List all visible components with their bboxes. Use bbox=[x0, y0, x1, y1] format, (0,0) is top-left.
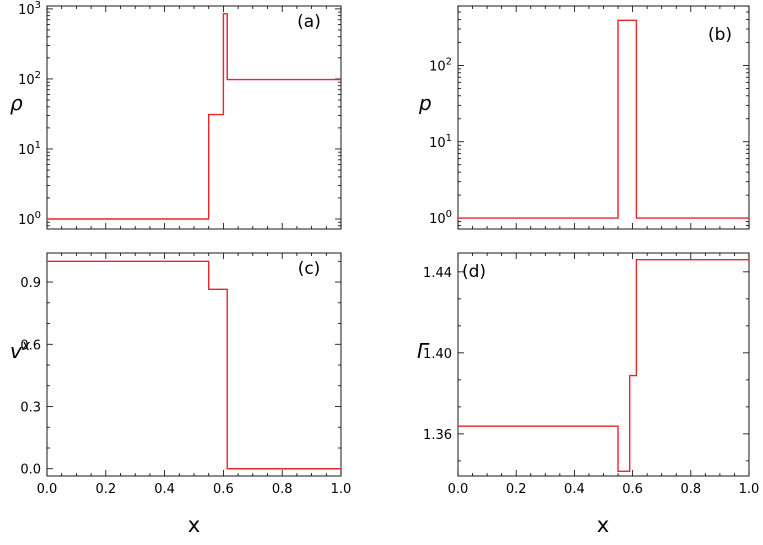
series-line bbox=[47, 260, 341, 470]
x-axis-label: x bbox=[597, 513, 609, 537]
x-tick-label: 0.6 bbox=[213, 482, 234, 497]
y-axis-label: ρ bbox=[10, 91, 23, 115]
x-tick-label: 0.2 bbox=[95, 482, 116, 497]
panel-label: (a) bbox=[297, 12, 321, 32]
y-tick-label: 100 bbox=[18, 210, 41, 228]
y-axis-label: p bbox=[418, 91, 432, 115]
y-tick-label: 1.36 bbox=[423, 428, 452, 443]
axes-frame bbox=[46, 5, 342, 230]
panel-a: 100 101 102 103 (a) ρ bbox=[10, 0, 342, 230]
y-tick-label: 102 bbox=[429, 56, 452, 74]
x-tick-label: 1.0 bbox=[739, 482, 760, 497]
axes-frame bbox=[46, 252, 342, 477]
panel-label: (d) bbox=[462, 262, 486, 282]
panel-c: 0.0 0.2 0.4 0.6 0.8 1.0 0.0 0.3 0.6 0.9 (c) vx x bbox=[10, 252, 352, 537]
y-tick-label: 1.44 bbox=[423, 266, 452, 281]
x-tick-label: 0.8 bbox=[680, 482, 701, 497]
x-tick-label: 1.0 bbox=[331, 482, 352, 497]
panel-d: 0.0 0.2 0.4 0.6 0.8 1.0 1.36 1.40 1.44 (d) Γx bbox=[417, 252, 760, 537]
panel-b: 100 101 102 (b) p bbox=[418, 5, 750, 230]
series-line bbox=[47, 13, 341, 220]
x-tick-label: 0.2 bbox=[506, 482, 527, 497]
series-line bbox=[458, 258, 749, 473]
axes-frame bbox=[457, 5, 750, 230]
panel-label: (b) bbox=[708, 25, 732, 45]
y-axis-label: Γ bbox=[417, 339, 430, 363]
y-axis-label: vx bbox=[10, 338, 31, 363]
y-tick-label: 102 bbox=[18, 70, 41, 88]
panel-label: (c) bbox=[298, 259, 321, 279]
x-tick-label: 0.6 bbox=[622, 482, 643, 497]
x-tick-label: 0.0 bbox=[448, 482, 469, 497]
y-tick-label: 100 bbox=[429, 209, 452, 227]
x-tick-label: 0.0 bbox=[37, 482, 58, 497]
series-line bbox=[458, 19, 749, 219]
x-axis-label: x bbox=[188, 513, 200, 537]
y-tick-label: 0.0 bbox=[20, 463, 41, 478]
y-tick-label: 101 bbox=[429, 133, 452, 151]
x-tick-label: 0.8 bbox=[272, 482, 293, 497]
y-tick-label: 0.9 bbox=[20, 276, 41, 291]
x-tick-label: 0.4 bbox=[564, 482, 585, 497]
y-tick-label: 0.3 bbox=[20, 401, 41, 416]
y-tick-label: 101 bbox=[18, 140, 41, 158]
y-tick-label: 1.40 bbox=[423, 347, 452, 362]
axes-frame bbox=[457, 252, 750, 477]
x-tick-label: 0.4 bbox=[154, 482, 175, 497]
y-tick-label: 103 bbox=[18, 0, 41, 18]
y-tick-label: 0.6 bbox=[20, 338, 41, 353]
